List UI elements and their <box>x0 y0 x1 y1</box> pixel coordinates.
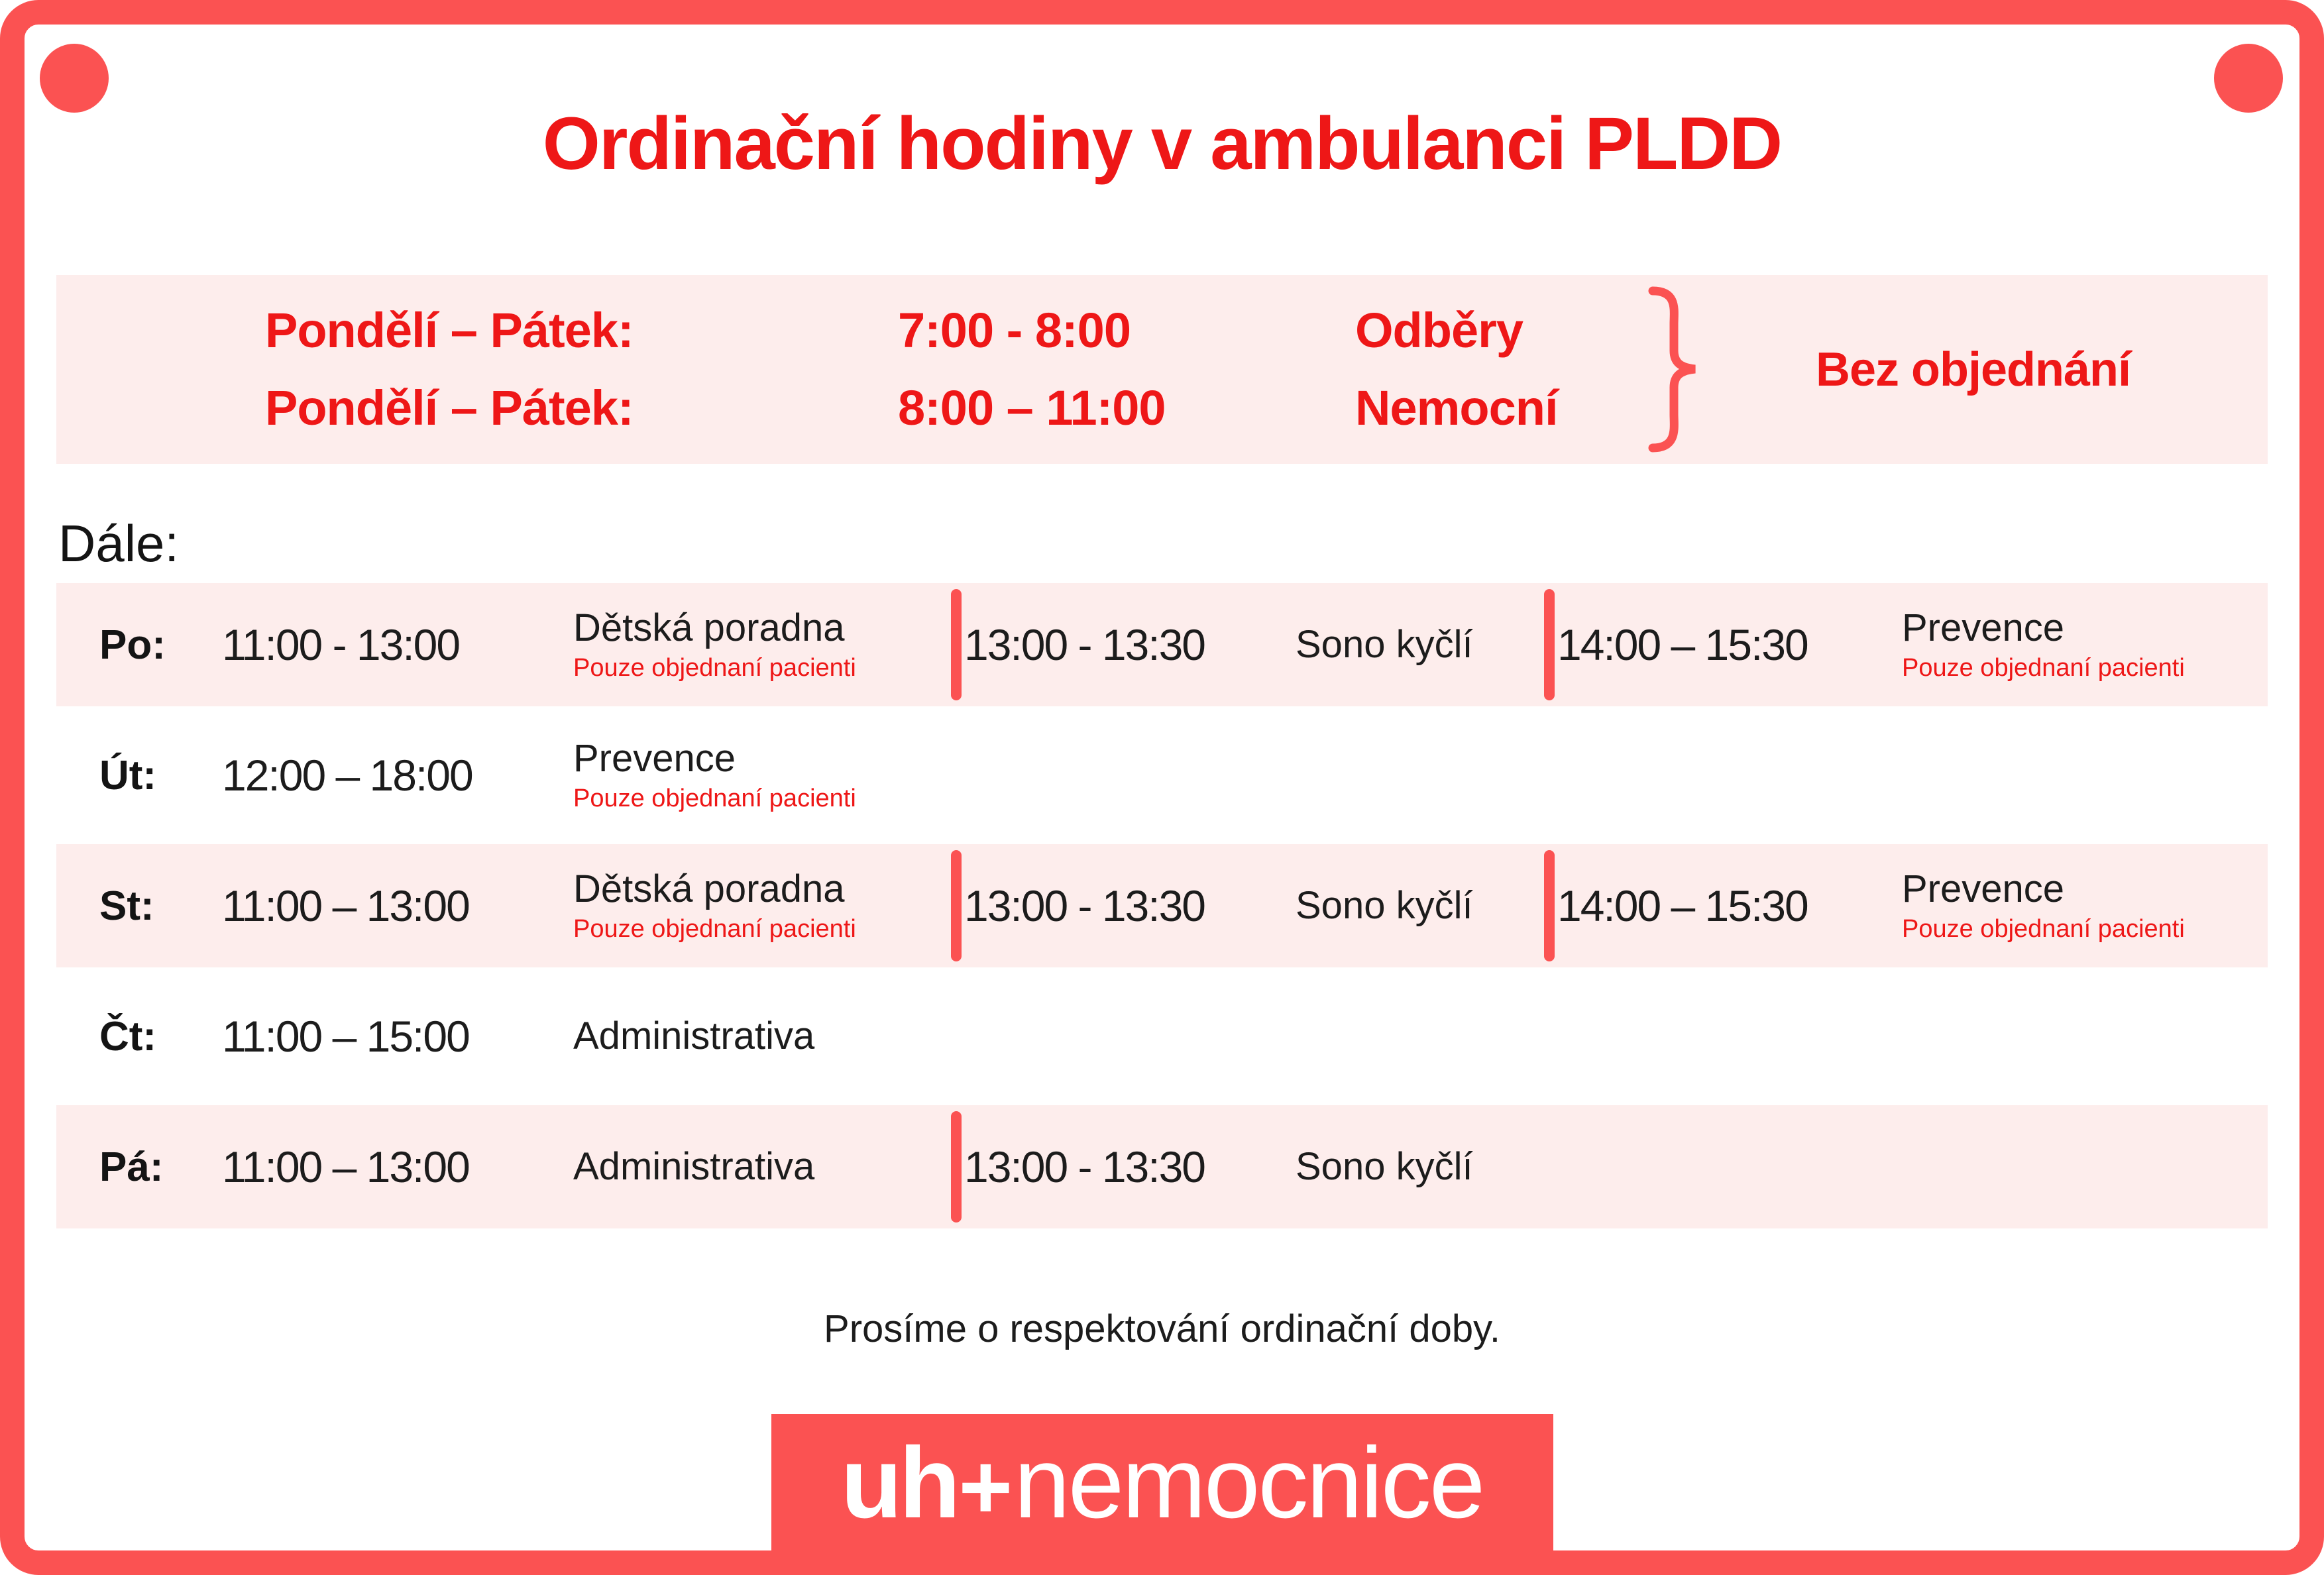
time-range: 11:00 – 13:00 <box>222 881 470 930</box>
day-label: Po: <box>99 622 166 668</box>
time-range: 14:00 – 15:30 <box>1557 881 1809 930</box>
divider-bar <box>1543 850 1555 961</box>
activity-note: Pouze objednaní pacienti <box>573 654 856 682</box>
time-range: 11:00 - 13:00 <box>222 620 461 669</box>
divider-bar <box>950 1111 962 1222</box>
schedule-row-ut: Út: 12:00 – 18:00 Prevence Pouze objedna… <box>56 714 2268 837</box>
day-label: St: <box>99 883 154 929</box>
divider-bar <box>950 589 962 700</box>
segment-divider <box>948 844 964 967</box>
time-range: 11:00 – 13:00 <box>222 1142 470 1191</box>
banner-category: Odběry <box>1355 303 1523 358</box>
segment-divider <box>1541 844 1557 967</box>
activity: Prevence Pouze objednaní pacienti <box>1902 606 2268 683</box>
activity-name: Administrativa <box>573 1145 815 1188</box>
activity: Dětská poradna Pouze objednaní pacienti <box>573 867 948 944</box>
time-range: 13:00 - 13:30 <box>964 881 1206 930</box>
corner-dot-right <box>2214 44 2283 113</box>
activity-name: Sono kyčlí <box>1296 623 1473 666</box>
segment-divider <box>1541 583 1557 706</box>
time-range: 13:00 - 13:30 <box>964 1142 1206 1191</box>
banner-time: 8:00 – 11:00 <box>898 380 1166 435</box>
activity-name: Sono kyčlí <box>1296 1145 1473 1188</box>
curly-brace-icon <box>1643 286 1710 453</box>
activity-name: Prevence <box>573 737 736 780</box>
activity-name: Sono kyčlí <box>1296 884 1473 927</box>
activity: Prevence Pouze objednaní pacienti <box>573 737 948 814</box>
walk-in-row: Pondělí – Pátek: 8:00 – 11:00 Nemocní <box>56 378 2268 439</box>
schedule-row-pa: Pá: 11:00 – 13:00 Administrativa 13:00 -… <box>56 1105 2268 1228</box>
activity-name: Dětská poradna <box>573 606 845 649</box>
activity: Sono kyčlí <box>1296 623 1541 667</box>
activity: Administrativa <box>573 1145 948 1189</box>
activity: Administrativa <box>573 1014 948 1058</box>
activity-name: Prevence <box>1902 867 2065 910</box>
activity: Prevence Pouze objednaní pacienti <box>1902 867 2268 944</box>
activity-name: Administrativa <box>573 1014 815 1058</box>
time-range: 12:00 – 18:00 <box>222 751 474 800</box>
time-range: 11:00 – 15:00 <box>222 1012 470 1061</box>
segment-divider <box>948 1105 964 1228</box>
no-appointment-note: Bez objednání <box>1816 343 2131 396</box>
activity-name: Dětská poradna <box>573 867 845 910</box>
time-range: 14:00 – 15:30 <box>1557 620 1809 669</box>
page-title: Ordinační hodiny v ambulanci PLDD <box>542 102 1783 185</box>
segment-divider <box>948 583 964 706</box>
activity-note: Pouze objednaní pacienti <box>573 915 856 943</box>
day-label: Čt: <box>99 1013 157 1059</box>
logo-uh: uh <box>840 1426 961 1539</box>
day-label: Út: <box>99 752 157 798</box>
activity-note: Pouze objednaní pacienti <box>1902 915 2185 943</box>
activity-note: Pouze objednaní pacienti <box>1902 654 2185 682</box>
banner-day-range: Pondělí – Pátek: <box>265 303 634 358</box>
corner-dot-left <box>40 44 109 113</box>
divider-bar <box>1543 589 1555 700</box>
hospital-logo: uh + nemocnice <box>771 1414 1553 1552</box>
logo-plus-icon: + <box>958 1435 1013 1539</box>
dale-label: Dále: <box>58 514 180 572</box>
schedule-row-ct: Čt: 11:00 – 15:00 Administrativa <box>56 975 2268 1098</box>
activity-name: Prevence <box>1902 606 2065 649</box>
banner-day-range: Pondělí – Pátek: <box>265 380 634 435</box>
banner-time: 7:00 - 8:00 <box>898 303 1131 358</box>
walk-in-banner: Pondělí – Pátek: 7:00 - 8:00 Odběry Pond… <box>56 275 2268 464</box>
walk-in-banner-rows: Pondělí – Pátek: 7:00 - 8:00 Odběry Pond… <box>56 275 2268 464</box>
activity: Sono kyčlí <box>1296 884 1541 928</box>
footer-note: Prosíme o respektování ordinační doby. <box>824 1307 1500 1350</box>
banner-category: Nemocní <box>1355 380 1559 435</box>
activity: Dětská poradna Pouze objednaní pacienti <box>573 606 948 683</box>
schedule-row-st: St: 11:00 – 13:00 Dětská poradna Pouze o… <box>56 844 2268 967</box>
day-label: Pá: <box>99 1144 164 1190</box>
activity: Sono kyčlí <box>1296 1145 1541 1189</box>
logo-name: nemocnice <box>1014 1426 1485 1539</box>
time-range: 13:00 - 13:30 <box>964 620 1206 669</box>
walk-in-row: Pondělí – Pátek: 7:00 - 8:00 Odběry <box>56 300 2268 361</box>
schedule-table: Po: 11:00 - 13:00 Dětská poradna Pouze o… <box>56 583 2268 1236</box>
activity-note: Pouze objednaní pacienti <box>573 785 856 812</box>
schedule-row-po: Po: 11:00 - 13:00 Dětská poradna Pouze o… <box>56 583 2268 706</box>
divider-bar <box>950 850 962 961</box>
